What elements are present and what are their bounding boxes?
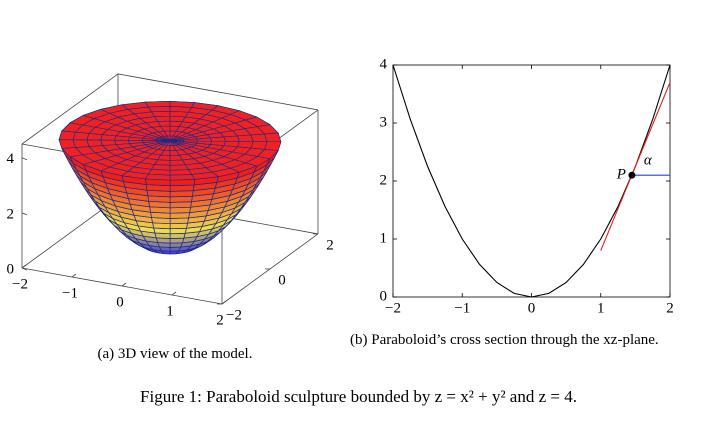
z-tick [21,267,28,271]
y-tick-label: −2 [226,307,242,323]
x-tick-label: 1 [166,303,174,319]
z-tick-label: 4 [7,151,15,167]
y-tick-label: 3 [380,114,388,130]
figure-caption: Figure 1: Paraboloid sculpture bounded b… [140,387,577,406]
x-tick-label: −2 [12,276,28,292]
surface-patch [169,206,192,214]
lid-patch [223,140,240,148]
lid-patch [58,130,76,141]
lid-patch [264,141,282,151]
x-tick-label: 2 [216,312,224,328]
lid-patch [58,139,76,149]
lid-patch [144,101,171,108]
surface-patch [169,222,188,230]
box-edge [21,73,119,145]
x-tick [71,273,77,278]
x-tick-label: 2 [666,300,674,316]
z-tick [21,212,28,216]
surface-patch [169,201,192,209]
z-tick [21,157,28,161]
y-tick-label: 2 [326,237,334,253]
lid-patch [237,141,254,149]
point-marker [628,171,636,179]
series-line [600,82,671,251]
x-tick [121,282,127,287]
box-edge [117,73,319,111]
subcaption-b: (b) Paraboloid’s cross section through t… [350,332,659,348]
series-line [392,64,671,298]
z-tick-label: 0 [7,261,15,277]
x-tick-label: 0 [116,294,124,310]
lid-patch [245,156,271,167]
lid-patch [169,174,196,181]
x-tick [171,291,177,296]
lid-patch [72,131,90,141]
surface-patch [169,242,183,248]
plot-frame [392,64,671,298]
lid-patch [169,101,196,108]
y-tick-label: 4 [380,56,388,72]
lid-patch [100,134,117,141]
lid-patch [264,132,282,143]
x-tick-label: 1 [597,300,605,316]
y-tick-label: 1 [380,230,388,246]
angle-label: α [644,153,653,169]
surface-patch [169,212,191,219]
x-tick-label: −1 [454,300,470,316]
surface-patch [169,178,196,187]
surface-patch [169,232,186,239]
z-tick-label: 2 [7,206,15,222]
point-label: P [616,167,626,183]
lid-patch [144,173,171,181]
x-tick-label: −2 [385,300,401,316]
y-tick-label: 2 [380,172,388,188]
y-tick-label: 0 [380,288,388,304]
x-tick-label: −1 [62,285,78,301]
x-tick [221,300,227,305]
lid-patch [250,141,268,150]
x-tick [21,264,27,269]
surface-patch [169,227,187,235]
lid-patch [86,133,103,141]
surface-patch [169,237,185,244]
subcaption-a: (a) 3D view of the model. [97,346,253,362]
x-tick-label: 0 [528,300,536,316]
y-tick-label: 0 [278,272,286,288]
surface-patch [169,217,190,225]
